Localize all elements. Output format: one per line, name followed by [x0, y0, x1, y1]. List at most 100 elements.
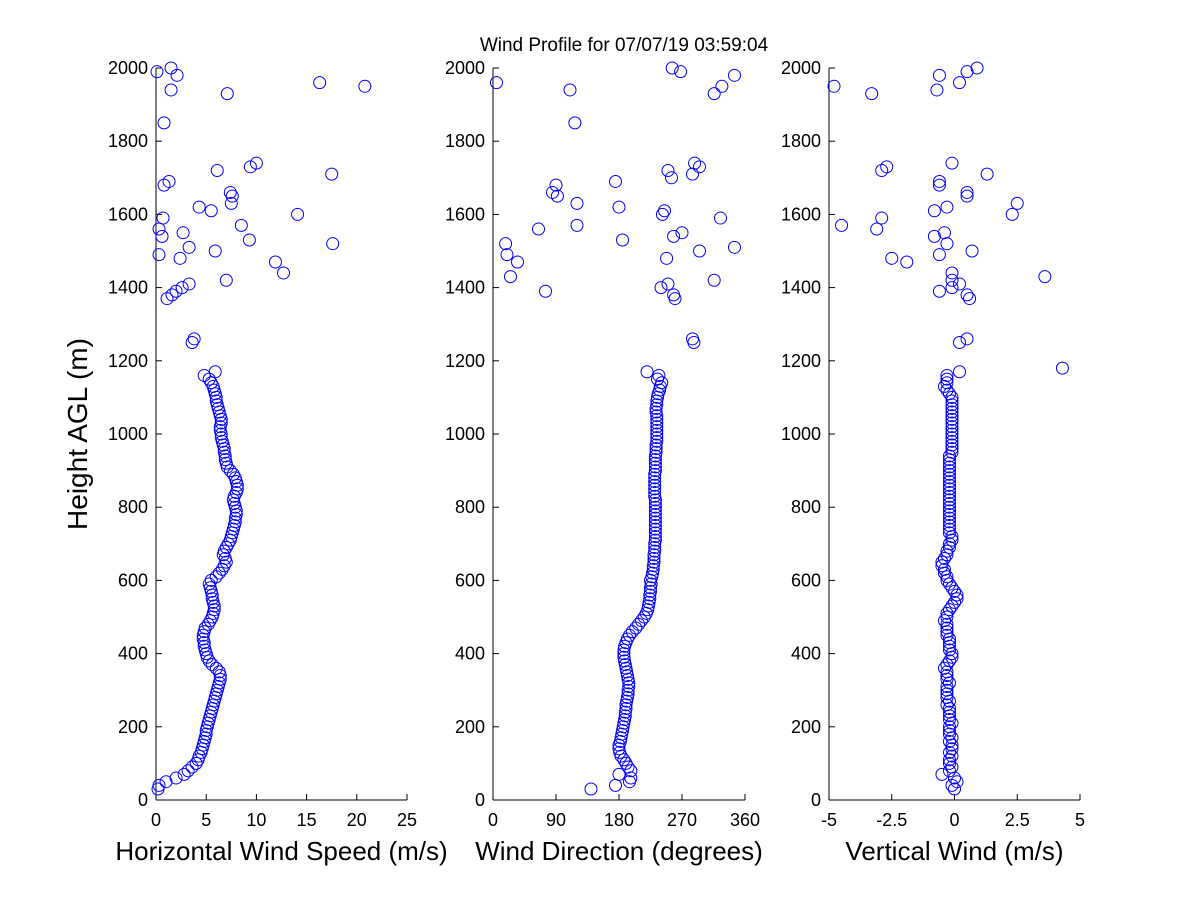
data-point — [1010, 196, 1024, 210]
data-point — [661, 163, 675, 177]
data-point — [177, 767, 191, 781]
data-point — [942, 515, 956, 529]
data-point — [217, 559, 231, 573]
data-point — [945, 401, 959, 415]
x-tick-label: 2.5 — [1005, 810, 1030, 830]
data-point — [173, 251, 187, 265]
data-point — [192, 200, 206, 214]
data-point — [875, 211, 889, 225]
y-tick-label: 400 — [455, 644, 485, 664]
x-axis-label: Wind Direction (degrees) — [475, 836, 763, 866]
data-point — [942, 603, 956, 617]
data-point — [728, 68, 741, 82]
data-point — [953, 365, 967, 379]
data-point — [945, 412, 959, 426]
data-point — [511, 255, 524, 269]
data-point — [648, 475, 662, 489]
data-point — [649, 445, 663, 459]
x-tick-label: 0 — [949, 810, 959, 830]
data-point — [942, 577, 956, 591]
y-tick-label: 1400 — [108, 278, 148, 298]
data-point — [1038, 270, 1052, 284]
data-point — [935, 555, 949, 569]
y-tick-label: 400 — [118, 644, 148, 664]
data-point — [648, 504, 662, 518]
data-point — [152, 222, 166, 236]
data-point — [880, 160, 894, 174]
data-point — [624, 771, 638, 785]
data-point — [214, 416, 228, 430]
data-point — [960, 288, 974, 302]
data-point — [940, 617, 954, 631]
x-tick-label: 15 — [297, 810, 317, 830]
data-point — [945, 434, 959, 448]
data-point — [652, 368, 666, 382]
data-point — [570, 218, 584, 232]
data-point — [217, 544, 231, 558]
x-tick-label: 360 — [730, 810, 760, 830]
data-point — [199, 727, 213, 741]
data-point — [1055, 361, 1069, 375]
data-point — [490, 76, 503, 90]
data-point — [201, 617, 215, 631]
data-point — [942, 478, 956, 492]
data-point — [665, 171, 678, 185]
data-point — [707, 273, 721, 287]
data-point — [937, 551, 951, 565]
data-point — [650, 416, 664, 430]
data-point — [942, 460, 956, 474]
data-point — [206, 379, 220, 393]
data-point — [649, 442, 663, 456]
x-tick-label: 10 — [246, 810, 266, 830]
data-point — [169, 771, 183, 785]
data-point — [220, 87, 234, 101]
y-tick-label: 800 — [118, 497, 148, 517]
data-point — [617, 650, 631, 664]
y-tick-label: 600 — [455, 570, 485, 590]
data-point — [152, 248, 166, 262]
x-tick-label: -5 — [821, 810, 837, 830]
data-point — [539, 284, 552, 298]
y-tick-label: 2000 — [445, 58, 485, 78]
data-point — [935, 559, 949, 573]
x-tick-label: 5 — [201, 810, 211, 830]
data-point — [214, 431, 228, 445]
data-point — [646, 562, 660, 576]
data-point — [940, 570, 954, 584]
data-point — [945, 442, 959, 456]
data-point — [945, 749, 959, 763]
data-point — [648, 497, 662, 511]
data-point — [658, 204, 671, 218]
data-point — [617, 753, 631, 767]
data-point — [164, 61, 178, 75]
data-point — [218, 453, 232, 467]
data-point — [182, 240, 196, 254]
data-point — [942, 734, 956, 748]
data-point — [655, 207, 669, 221]
data-point — [953, 277, 967, 291]
data-point — [942, 764, 956, 778]
data-point — [648, 519, 662, 532]
x-tick-label: 90 — [546, 810, 566, 830]
data-point — [942, 497, 956, 511]
data-point — [620, 632, 634, 646]
data-point — [942, 471, 956, 485]
data-point — [940, 376, 954, 390]
data-point — [932, 68, 946, 82]
data-point — [661, 277, 675, 291]
data-point — [208, 244, 222, 258]
data-point — [504, 270, 517, 284]
data-point — [937, 226, 951, 240]
data-point — [940, 372, 954, 386]
data-point — [942, 756, 956, 770]
data-point — [550, 189, 564, 203]
data-point — [648, 478, 662, 492]
data-point — [218, 551, 232, 565]
data-point — [170, 68, 184, 82]
data-point — [948, 584, 961, 598]
data-point — [226, 467, 240, 481]
data-point — [942, 676, 956, 690]
data-point — [945, 431, 959, 445]
data-point — [948, 595, 961, 609]
